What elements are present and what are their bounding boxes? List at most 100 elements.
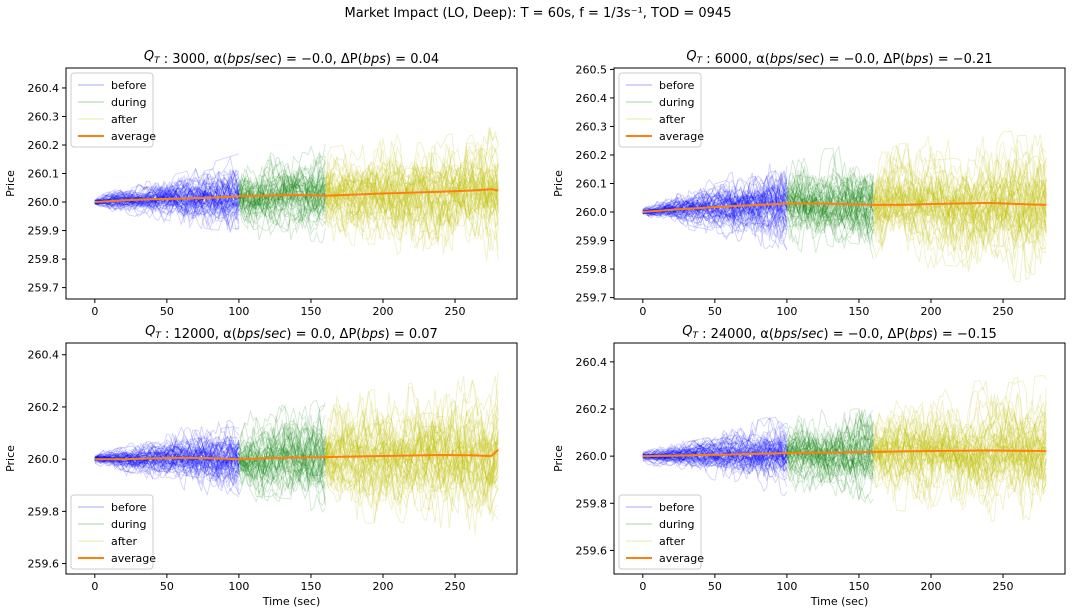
during-path — [238, 422, 326, 490]
after-path — [325, 415, 499, 516]
after-path — [324, 430, 499, 481]
before-path — [642, 184, 788, 241]
before-path — [94, 448, 239, 468]
during-path — [238, 435, 326, 487]
before-path — [94, 435, 240, 478]
after-path — [873, 178, 1047, 234]
y-tick-label: 260.4 — [576, 92, 608, 105]
after-path — [324, 423, 499, 499]
before-path — [94, 182, 240, 205]
before-path — [94, 183, 240, 220]
after-path — [872, 380, 1047, 485]
legend-label-average: average — [111, 552, 156, 565]
before-path — [94, 446, 240, 472]
after-path — [325, 163, 499, 205]
after-path — [873, 171, 1047, 270]
before-path — [642, 171, 788, 218]
during-path — [786, 168, 874, 242]
legend-box — [618, 494, 702, 570]
during-path — [786, 159, 874, 231]
after-path — [872, 423, 1047, 493]
before-path — [94, 441, 240, 464]
y-axis-label: Price — [4, 170, 17, 197]
after-path — [872, 412, 1047, 508]
legend-label-before: before — [659, 501, 695, 514]
after-path — [872, 432, 1047, 469]
before-path — [94, 189, 240, 214]
during-path — [786, 427, 874, 475]
after-path — [872, 417, 1047, 482]
during-path — [238, 184, 326, 215]
series-during — [238, 143, 326, 243]
before-path — [642, 175, 787, 238]
after-path — [324, 400, 499, 496]
before-path — [94, 178, 240, 215]
during-path — [786, 174, 874, 226]
before-path — [642, 436, 788, 466]
during-path — [786, 412, 874, 455]
before-path — [642, 188, 788, 220]
after-path — [873, 377, 1047, 506]
legend-box — [70, 72, 154, 148]
before-path — [642, 428, 788, 497]
before-path — [94, 433, 240, 480]
during-path — [238, 176, 326, 210]
after-path — [324, 408, 499, 515]
after-path — [324, 417, 499, 510]
after-path — [872, 401, 1047, 496]
after-path — [872, 411, 1047, 489]
during-path — [786, 416, 874, 481]
during-path — [786, 183, 874, 233]
after-path — [873, 154, 1047, 251]
during-path — [786, 408, 874, 471]
during-path — [786, 172, 874, 230]
during-path — [238, 432, 326, 493]
during-path — [786, 409, 874, 475]
axes-frame — [65, 342, 518, 575]
after-path — [324, 137, 499, 229]
during-path — [786, 190, 874, 225]
before-path — [642, 432, 788, 474]
legend-label-average: average — [659, 130, 704, 143]
before-path — [94, 191, 240, 217]
after-path — [872, 157, 1047, 276]
before-path — [642, 193, 788, 218]
before-path — [94, 448, 240, 478]
before-path — [642, 441, 788, 464]
after-path — [324, 379, 499, 522]
during-path — [238, 173, 326, 216]
legend-label-average: average — [111, 130, 156, 143]
series-before — [94, 153, 240, 233]
x-tick-label: 50 — [708, 305, 722, 318]
after-path — [324, 386, 499, 498]
during-path — [786, 192, 874, 222]
before-path — [94, 167, 240, 204]
before-path — [94, 172, 240, 211]
before-path — [94, 447, 240, 490]
during-path — [786, 152, 874, 227]
during-path — [238, 414, 326, 486]
before-path — [642, 429, 788, 487]
during-path — [238, 166, 326, 210]
subplot-title: QT : 3000, α(bps/sec) = −0.0, ΔP(bps) = … — [144, 49, 439, 67]
during-path — [786, 449, 874, 501]
during-path — [786, 442, 874, 482]
before-path — [642, 434, 788, 462]
after-path — [873, 387, 1047, 478]
during-path — [238, 449, 326, 485]
before-path — [94, 178, 240, 214]
during-path — [238, 421, 326, 475]
during-path — [238, 436, 326, 480]
during-path — [786, 191, 874, 224]
before-path — [94, 438, 240, 470]
after-path — [873, 430, 1047, 474]
during-path — [238, 432, 326, 481]
during-path — [238, 440, 326, 480]
y-axis-label: Price — [4, 445, 17, 472]
after-path — [873, 172, 1047, 232]
after-path — [872, 400, 1047, 488]
before-path — [642, 188, 788, 213]
after-path — [324, 420, 499, 509]
after-path — [872, 178, 1047, 234]
